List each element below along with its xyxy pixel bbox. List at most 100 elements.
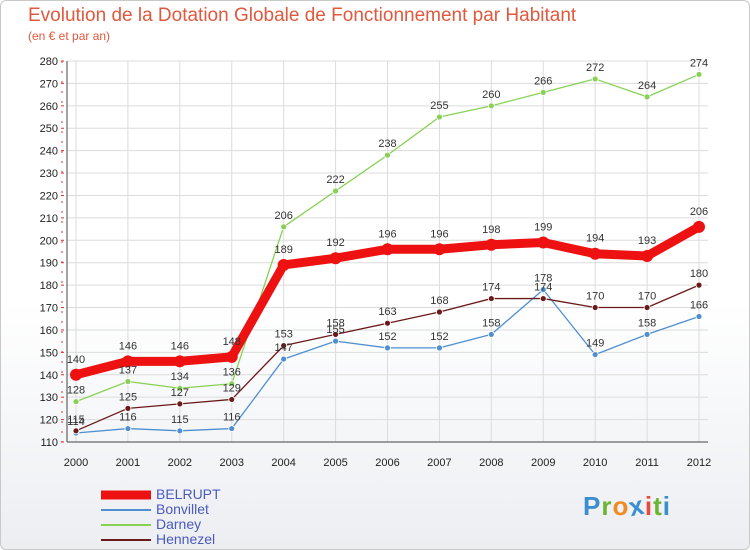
data-label-hennezel: 168 [430,295,448,307]
data-point-belrupt [70,368,82,381]
data-label-hennezel: 170 [638,291,656,303]
data-label-hennezel: 127 [171,387,189,399]
data-point-darney [591,75,599,83]
data-label-bonvillet: 115 [171,414,189,426]
x-tick-label: 2010 [583,457,607,469]
data-label-bonvillet: 149 [586,338,604,350]
chart-subtitle: (en € et par an) [28,29,111,43]
y-tick-label: 220 [40,190,58,202]
data-point-darney [695,71,703,78]
legend-item-belrupt: BELRUPT [101,487,301,502]
data-label-bonvillet: 116 [223,412,241,424]
legend-label: Bonvillet [156,501,209,517]
data-point-hennezel [72,427,80,435]
data-point-belrupt [693,220,705,233]
y-tick-label: 140 [40,370,58,382]
data-label-hennezel: 180 [690,268,708,280]
data-label-darney: 137 [119,364,137,376]
data-point-darney [228,380,236,388]
data-point-hennezel [643,304,651,311]
proxiti-logo: Proxiti [583,489,671,523]
data-label-belrupt: 196 [378,228,396,240]
data-point-darney [384,151,391,159]
data-point-bonvillet [695,313,703,320]
y-tick-label: 130 [40,392,58,404]
data-point-darney [280,223,288,231]
data-point-hennezel [695,281,703,289]
data-point-belrupt [173,355,186,368]
data-point-darney [124,378,132,385]
data-label-belrupt: 193 [638,235,656,247]
data-point-bonvillet [384,344,391,352]
legend-label: BELRUPT [156,486,221,502]
data-label-hennezel: 163 [378,306,396,318]
data-point-bonvillet [124,425,132,432]
data-label-belrupt: 196 [430,228,448,240]
data-label-bonvillet: 155 [326,324,344,336]
data-point-belrupt [329,252,342,265]
data-label-darney: 272 [586,62,604,74]
data-label-belrupt: 146 [119,340,137,352]
y-tick-label: 170 [40,303,58,315]
legend-item-hennezel: Hennezel [101,532,301,547]
x-tick-label: 2005 [323,457,347,469]
data-point-darney [332,187,339,195]
data-point-hennezel [539,295,547,302]
x-tick-label: 2011 [635,457,659,469]
data-point-bonvillet [280,355,288,363]
data-point-hennezel [176,400,184,408]
x-tick-label: 2003 [220,457,244,469]
data-point-darney [539,88,547,96]
legend-swatch [101,523,151,526]
data-label-bonvillet: 116 [119,412,137,424]
data-label-hennezel: 153 [274,329,292,341]
x-tick-label: 2012 [687,457,711,469]
legend-label: Hennezel [156,531,216,547]
data-label-darney: 238 [378,138,396,150]
data-point-belrupt [537,236,550,249]
data-point-belrupt [589,247,602,260]
data-label-hennezel: 174 [482,282,500,294]
data-point-bonvillet [436,344,443,352]
data-label-hennezel: 174 [534,282,552,294]
data-label-belrupt: 206 [690,206,708,218]
data-point-hennezel [436,308,443,316]
y-tick-label: 180 [40,280,58,292]
data-point-bonvillet [228,425,236,432]
data-point-hennezel [487,295,495,302]
data-point-bonvillet [332,337,339,345]
data-point-belrupt [225,350,238,363]
data-point-hennezel [280,342,288,350]
legend-swatch [101,490,151,499]
y-tick-label: 270 [40,78,58,90]
data-label-darney: 222 [326,174,344,186]
data-point-belrupt [641,249,654,262]
data-label-belrupt: 189 [274,244,292,256]
data-label-belrupt: 140 [67,354,85,366]
data-point-bonvillet [539,286,547,294]
x-tick-label: 2006 [375,457,399,469]
data-label-belrupt: 199 [534,222,552,234]
data-point-belrupt [485,238,498,251]
data-label-darney: 136 [223,367,241,379]
data-label-bonvillet: 147 [274,342,292,354]
data-point-hennezel [591,304,599,311]
data-label-darney: 266 [534,75,552,87]
x-tick-label: 2000 [64,457,88,469]
data-point-hennezel [124,404,132,412]
data-label-belrupt: 198 [482,224,500,236]
x-tick-label: 2002 [168,457,192,469]
data-point-darney [176,384,184,392]
data-label-darney: 264 [638,80,656,92]
data-label-bonvillet: 114 [67,416,85,428]
data-point-bonvillet [591,351,599,358]
data-point-belrupt [381,243,394,256]
data-label-bonvillet: 166 [690,299,708,311]
x-tick-label: 2001 [116,457,140,469]
data-label-hennezel: 129 [223,382,241,394]
y-tick-label: 250 [40,123,58,135]
data-point-hennezel [332,331,339,338]
data-point-belrupt [433,243,446,256]
